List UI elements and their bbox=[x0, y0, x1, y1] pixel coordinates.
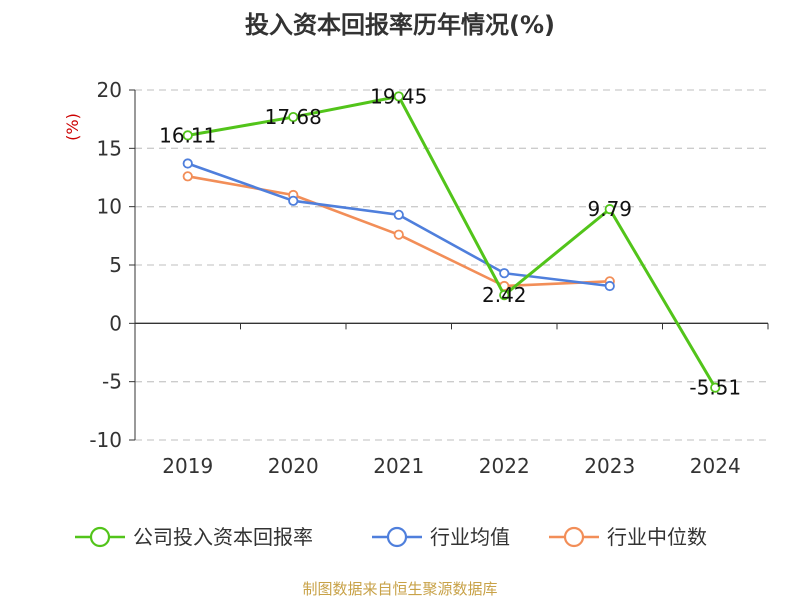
data-point bbox=[182, 158, 193, 169]
series-layer bbox=[182, 91, 721, 393]
data-point bbox=[604, 280, 615, 292]
data-point bbox=[393, 229, 404, 240]
data-point bbox=[499, 268, 510, 279]
data-labels: 16.11 17.68 19.45 2.42 9.79 -5.51 bbox=[159, 84, 741, 399]
x-tick-label: 2022 bbox=[479, 454, 530, 478]
data-label: 16.11 bbox=[159, 123, 216, 147]
data-point bbox=[182, 130, 193, 141]
data-point bbox=[182, 171, 193, 182]
legend-marker bbox=[386, 526, 408, 548]
data-point bbox=[393, 209, 404, 220]
chart-title: 投入资本回报率历年情况(%) bbox=[245, 11, 555, 39]
data-label: 9.79 bbox=[587, 197, 632, 221]
source-note: 制图数据来自恒生聚源数据库 bbox=[302, 580, 497, 598]
legend-marker bbox=[89, 526, 111, 548]
legend-label: 公司投入资本回报率 bbox=[133, 525, 313, 549]
axes: 20 15 10 5 0 -5 -10 2019 2020 2021 2022 2023 2024 bbox=[89, 78, 769, 478]
series-line bbox=[186, 94, 717, 390]
legend: 公司投入资本回报率 行业均值 行业中位数 bbox=[75, 525, 707, 549]
x-tick-label: 2020 bbox=[268, 454, 319, 478]
y-tick-label: 10 bbox=[97, 195, 122, 219]
data-point bbox=[604, 204, 615, 215]
x-tick-label: 2024 bbox=[690, 454, 741, 478]
legend-marker bbox=[563, 526, 585, 548]
series-line bbox=[186, 162, 612, 288]
data-label: 2.42 bbox=[482, 283, 527, 307]
x-tick-label: 2019 bbox=[162, 454, 213, 478]
grid bbox=[135, 89, 768, 441]
y-axis-label: (%) bbox=[63, 113, 82, 141]
data-label: 19.45 bbox=[370, 84, 427, 108]
data-point bbox=[710, 382, 721, 393]
legend-label: 行业均值 bbox=[430, 525, 510, 549]
y-tick-label: 20 bbox=[97, 78, 122, 102]
y-tick-label: 15 bbox=[97, 136, 122, 160]
y-tick-label: 5 bbox=[109, 253, 122, 277]
x-tick-label: 2021 bbox=[373, 454, 424, 478]
legend-label: 行业中位数 bbox=[607, 525, 707, 549]
data-point bbox=[393, 91, 404, 102]
data-label: 17.68 bbox=[265, 105, 322, 129]
data-point bbox=[288, 195, 299, 206]
y-tick-label: -5 bbox=[102, 370, 122, 394]
y-tick-label: 0 bbox=[109, 311, 122, 335]
data-point bbox=[499, 289, 510, 301]
data-label: -5.51 bbox=[689, 376, 741, 400]
y-tick-label: -10 bbox=[89, 428, 122, 452]
x-tick-label: 2023 bbox=[584, 454, 635, 478]
data-point bbox=[288, 111, 299, 123]
